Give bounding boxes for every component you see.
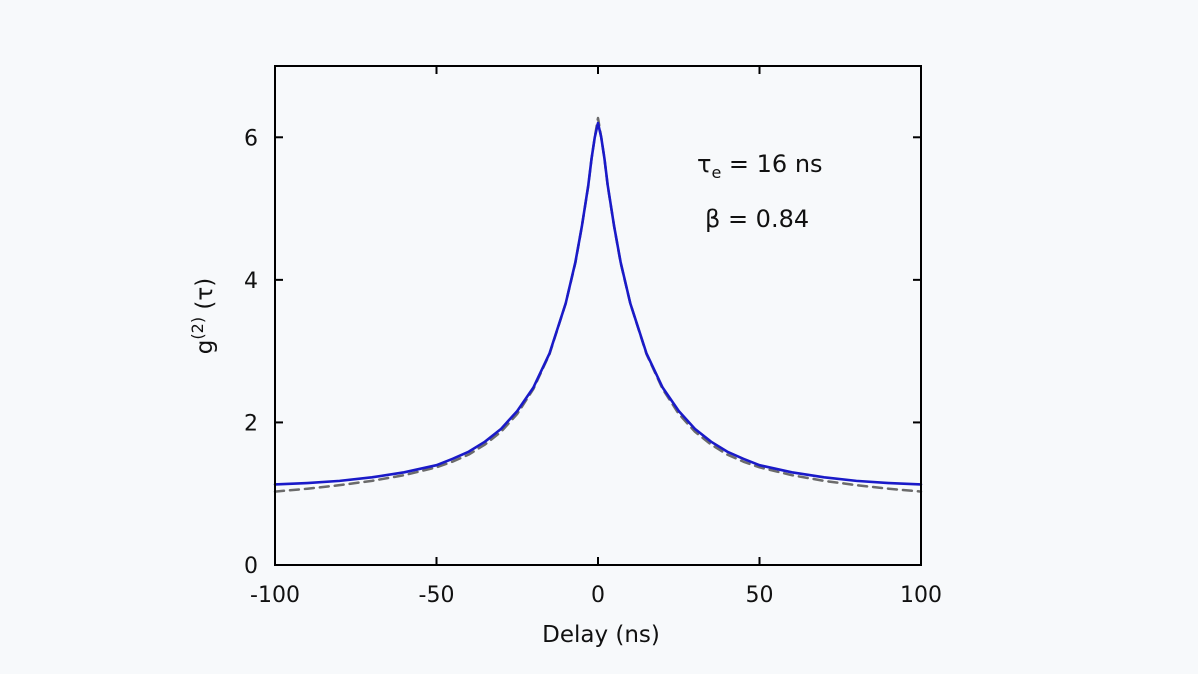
annotation-tau-symbol: τ (697, 150, 711, 178)
y-tick-label-3: 6 (244, 126, 258, 151)
series-fit-line (273, 116, 923, 493)
axis-ticks: -100 -50 0 50 100 0 2 4 6 (244, 66, 942, 608)
plot-frame (274, 65, 922, 566)
annotation-tau-subscript: e (711, 163, 721, 182)
x-tick-label-0: -100 (250, 583, 300, 608)
annotation-tau-value: = 16 ns (721, 150, 822, 178)
x-axis-label: Delay (ns) (542, 622, 660, 648)
y-tick-label-0: 0 (244, 554, 258, 579)
y-axis-label-base: g (192, 340, 218, 355)
x-tick-label-2: 0 (591, 583, 605, 608)
series-group (273, 116, 923, 493)
y-axis-label: g(2) (τ) (188, 278, 218, 354)
x-tick-label-1: -50 (419, 583, 455, 608)
y-tick-label-2: 4 (244, 269, 258, 294)
y-axis-label-superscript: (2) (188, 317, 207, 340)
y-tick-label-1: 2 (244, 411, 258, 436)
x-tick-label-3: 50 (746, 583, 774, 608)
annotation-tau-e: τe = 16 ns (697, 150, 823, 182)
annotation-beta: β = 0.84 (705, 205, 809, 233)
x-tick-label-4: 100 (900, 583, 942, 608)
series-measured-line (273, 121, 923, 486)
y-axis-label-arg: (τ) (192, 278, 218, 317)
